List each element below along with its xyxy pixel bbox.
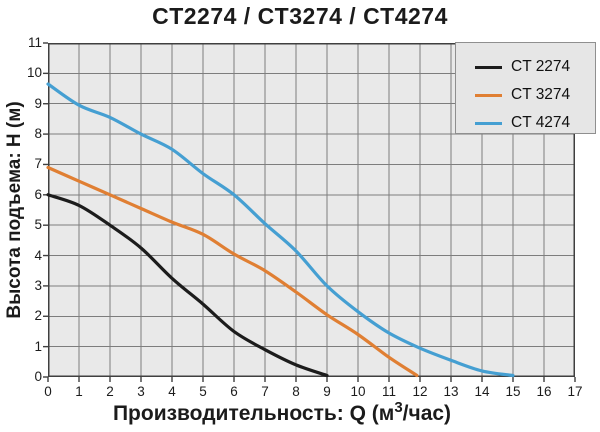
x-tick-label: 17 bbox=[567, 384, 583, 399]
x-tick-label: 7 bbox=[261, 384, 269, 399]
x-tick-label: 6 bbox=[230, 384, 238, 399]
legend-label: CT 4274 bbox=[511, 114, 571, 131]
x-tick-label: 3 bbox=[137, 384, 145, 399]
x-tick-label: 9 bbox=[323, 384, 331, 399]
y-tick-label: 0 bbox=[34, 369, 42, 384]
x-tick-label: 13 bbox=[443, 384, 459, 399]
y-tick-label: 8 bbox=[34, 126, 42, 142]
y-tick-label: 7 bbox=[34, 156, 42, 172]
legend-line-swatch bbox=[475, 121, 502, 125]
legend-item: CT 2274 bbox=[456, 53, 595, 81]
curve-ct2274 bbox=[46, 193, 329, 378]
y-tick-label: 4 bbox=[34, 247, 42, 263]
x-axis-title-text: Производительность: Q (м bbox=[112, 402, 395, 425]
x-tick-label: 14 bbox=[474, 384, 490, 399]
x-tick-label: 12 bbox=[412, 384, 428, 399]
legend-label: CT 2274 bbox=[511, 58, 571, 75]
y-tick-label: 10 bbox=[26, 65, 42, 81]
y-tick-label: 6 bbox=[34, 186, 42, 202]
x-tick-label: 4 bbox=[168, 384, 176, 399]
x-axis-title-superscript: 3 bbox=[394, 399, 403, 416]
legend: CT 2274 CT 3274 CT 4274 bbox=[455, 42, 596, 134]
legend-item: CT 4274 bbox=[456, 109, 595, 137]
legend-line-swatch bbox=[475, 65, 502, 69]
curve-ct3274 bbox=[46, 165, 419, 378]
x-axis-title-suffix: /час) bbox=[402, 402, 452, 425]
legend-line-swatch bbox=[475, 93, 502, 97]
y-tick-label: 2 bbox=[34, 308, 42, 324]
y-tick-label: 3 bbox=[34, 277, 42, 293]
x-tick-label: 0 bbox=[44, 384, 52, 399]
axis-spines bbox=[48, 43, 575, 377]
x-tick-label: 15 bbox=[505, 384, 521, 399]
y-tick-label: 9 bbox=[34, 95, 42, 111]
legend-label: CT 3274 bbox=[511, 86, 571, 103]
x-tick-label: 8 bbox=[292, 384, 300, 399]
chart-title: CT2274 / CT3274 / CT4274 bbox=[152, 3, 448, 29]
y-tick-label: 5 bbox=[34, 217, 42, 233]
legend-item: CT 3274 bbox=[456, 81, 595, 109]
x-axis-title: Производительность: Q (м3/час) bbox=[113, 399, 451, 426]
curve-ct4274 bbox=[46, 82, 515, 378]
x-tick-label: 1 bbox=[75, 384, 83, 399]
x-tick-label: 16 bbox=[536, 384, 552, 399]
y-tick-label: 1 bbox=[34, 338, 42, 354]
y-tick-label: 11 bbox=[27, 35, 42, 50]
x-tick-label: 10 bbox=[350, 384, 366, 399]
x-tick-label: 5 bbox=[199, 384, 207, 399]
x-tick-label: 11 bbox=[381, 384, 396, 399]
x-tick-label: 2 bbox=[106, 384, 114, 399]
